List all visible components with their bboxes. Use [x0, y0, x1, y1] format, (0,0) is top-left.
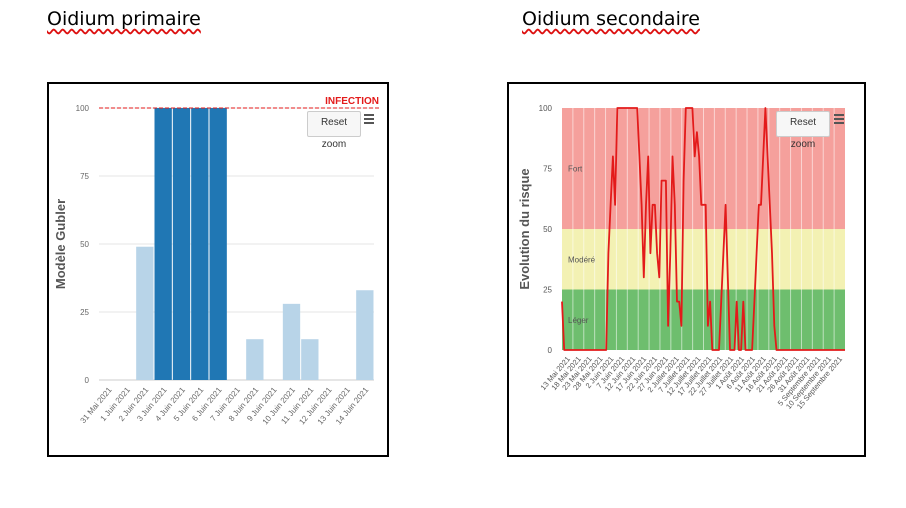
right-chart-panel: 0 25 50 75 100 Léger Modéré Fort 13 Mai 2021 18 M…	[507, 82, 866, 457]
bar	[172, 108, 191, 380]
bar	[136, 246, 154, 380]
reset-zoom-button[interactable]: Reset zoom	[776, 111, 830, 150]
y-tick-label: 25	[80, 308, 89, 317]
hamburger-menu-icon[interactable]	[364, 114, 374, 124]
y-tick-label: 25	[543, 286, 552, 295]
reset-zoom-button[interactable]: Reset zoom	[307, 111, 361, 150]
y-tick-label: 0	[85, 376, 90, 385]
left-heading: Oidium primaire	[47, 8, 201, 30]
band-label: Fort	[568, 165, 583, 174]
band-label: Léger	[568, 316, 589, 325]
y-tick-label: 100	[76, 104, 90, 113]
right-heading: Oidium secondaire	[522, 8, 700, 30]
y-tick-label: 75	[80, 172, 89, 181]
bar	[282, 303, 301, 380]
band-label: Modéré	[568, 255, 596, 264]
bar	[301, 339, 319, 380]
bar	[356, 290, 374, 380]
bar	[209, 108, 227, 380]
threshold-label: INFECTION	[325, 96, 379, 107]
y-tick-label: 50	[80, 240, 89, 249]
y-tick-label: 100	[539, 104, 553, 113]
left-chart-panel: 0 25 50 75 100 INFECTION 31 Mai 2021 1 Juin 202…	[47, 82, 389, 457]
bar	[154, 108, 172, 380]
y-tick-label: 75	[543, 165, 552, 174]
bar	[191, 108, 209, 380]
bar	[246, 339, 264, 380]
hamburger-menu-icon[interactable]	[834, 114, 844, 124]
y-axis-label: Evolution du risque	[517, 168, 532, 289]
y-tick-label: 50	[543, 225, 552, 234]
y-axis-label: Modèle Gubler	[53, 199, 68, 289]
y-tick-label: 0	[548, 346, 553, 355]
risk-line	[561, 107, 845, 351]
